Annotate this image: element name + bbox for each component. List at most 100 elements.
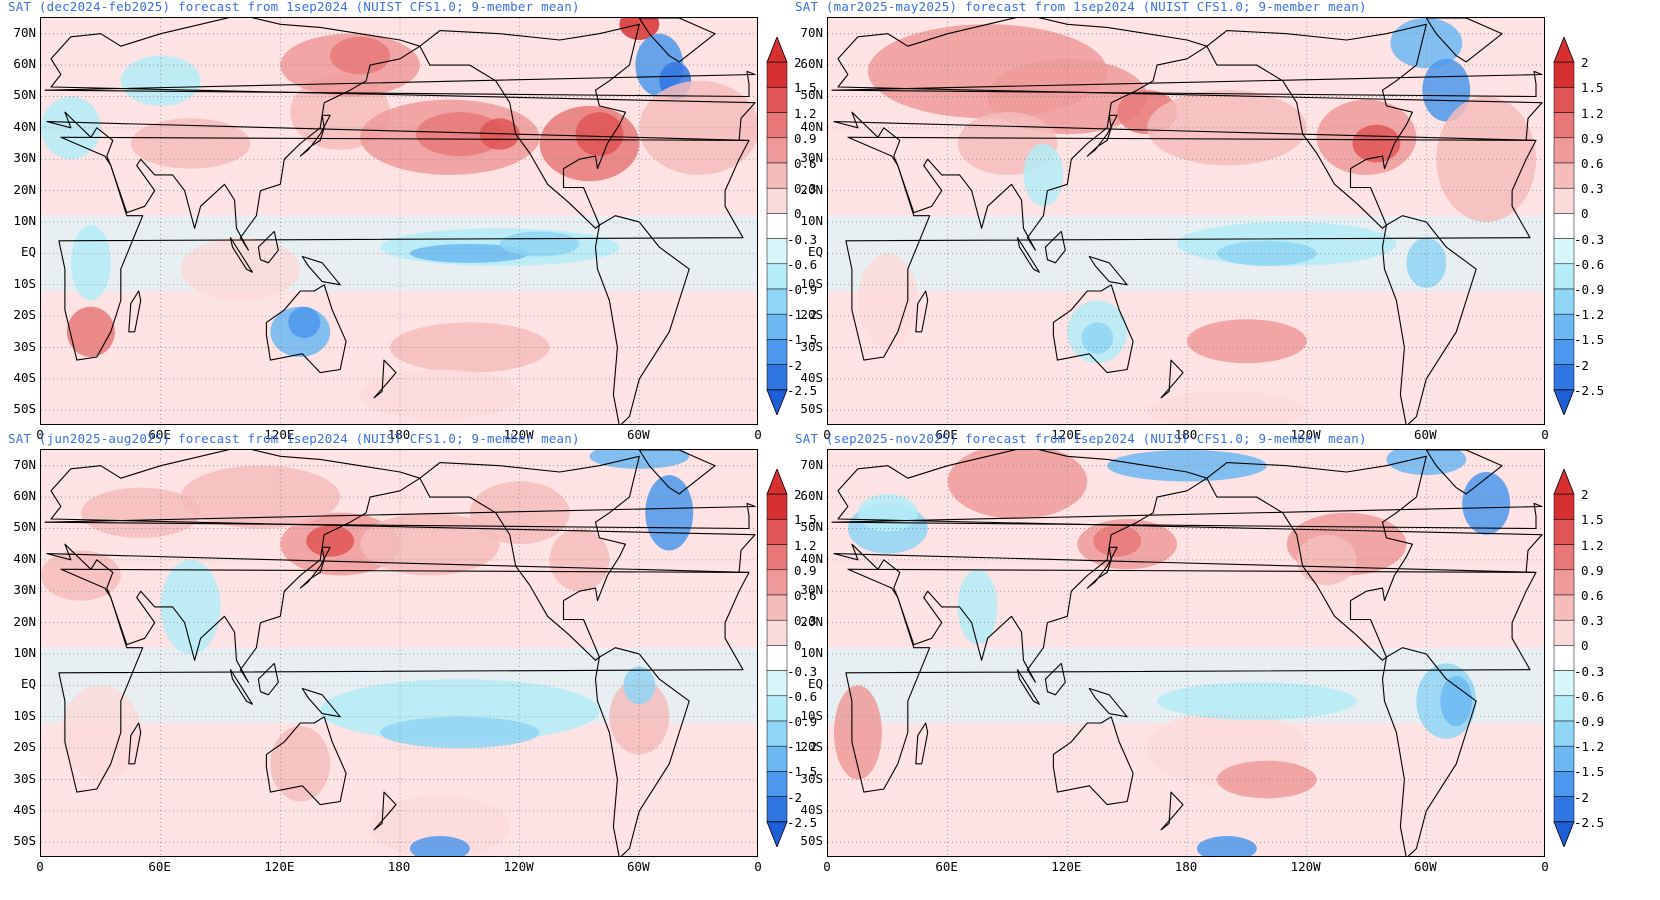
colorbar-label: -1.2 [787,307,818,323]
anomaly-region [833,685,882,780]
colorbar-label: -0.9 [1574,282,1605,297]
anomaly-region [1462,471,1511,535]
colorbar-swatch [766,569,788,596]
colorbar-swatch [766,162,788,189]
anomaly-region [380,716,540,749]
coastline [1160,359,1184,399]
colorbar-label: -0.6 [787,256,818,272]
anomaly-region [120,55,201,106]
anomaly-region [160,559,221,654]
lat-tick-label: 20N [13,613,36,629]
lon-tick-label: 60E [935,859,958,874]
colorbar-label: -1.5 [787,332,818,348]
colorbar-swatch [1553,771,1575,797]
colorbar-swatch [766,519,788,545]
lat-tick-label: 40N [13,550,36,566]
anomaly-region [857,253,918,348]
colorbar-swatch [766,594,788,621]
lon-tick-label: 0 [754,859,762,874]
colorbar-label: 1.5 [794,80,817,96]
lon-tick-label: 60E [148,427,171,442]
lat-tick-label: 60N [800,56,823,72]
colorbar-swatch [1553,137,1575,164]
coastline [831,70,1543,98]
colorbar-swatch [1553,544,1575,571]
lat-tick-label: 50S [800,401,823,417]
anomaly-map [40,17,758,425]
colorbar-label: 0 [1581,206,1589,222]
colorbar-swatch [1553,594,1575,621]
anomaly-region [60,685,141,780]
colorbar-swatch [1553,493,1575,520]
colorbar-label: -0.9 [1574,714,1605,729]
anomaly-region [1023,143,1064,207]
colorbar-swatch [766,288,788,315]
colorbar-label: 2 [794,55,802,71]
lon-tick-label: 120E [264,859,295,874]
lon-tick-label: 180 [1174,859,1198,874]
colorbar-swatch [766,645,788,671]
coastline [58,568,750,793]
lat-tick-label: 10N [13,645,36,660]
lat-tick-label: 30S [13,338,36,354]
anomaly-region [947,450,1088,520]
lat-tick-label: 20S [13,739,36,755]
colorbar-label: 1.5 [794,512,817,528]
colorbar-label: 0.9 [794,562,817,578]
anomaly-region [589,450,690,469]
anomaly-region [70,225,111,301]
colorbar-swatch [1553,720,1575,747]
lat-tick-label: 50N [800,87,823,103]
colorbar-swatch [766,112,788,139]
colorbar-label: 1.5 [1581,512,1604,528]
colorbar-swatch [1553,645,1575,671]
coastline [265,284,347,374]
lat-tick-label: 60N [800,488,823,504]
lon-tick-label: 60W [627,427,650,442]
colorbar-label: -0.3 [787,663,818,679]
lat-tick-label: 70N [13,456,36,472]
colorbar-swatch [766,745,788,772]
anomaly-region [180,237,301,301]
lon-tick-label: 120W [1290,427,1321,442]
lat-tick-label: 50S [800,833,823,849]
colorbar-swatch [1553,238,1575,265]
colorbar-label: -1.5 [787,764,818,780]
colorbar-swatch [1553,313,1575,340]
colorbar-swatch [1553,213,1575,239]
anomaly-region [857,493,918,532]
colorbar-label: -1.2 [787,739,818,755]
coastline [44,502,756,530]
map-canvas [828,18,1544,424]
colorbar-label: -2 [787,789,803,805]
anomaly-region [623,666,656,705]
lon-tick-label: 180 [387,427,411,442]
coastline [1381,215,1477,424]
lat-tick-label: 60N [13,488,36,504]
lat-tick-label: 40S [13,801,36,817]
anomaly-region [180,465,341,529]
colorbar-swatch [766,187,788,214]
anomaly-region [1216,240,1317,266]
anomaly-region [1216,760,1317,799]
colorbar-label: 0.3 [794,181,817,197]
coastline [1016,237,1040,273]
panel-title: SAT (dec2024-feb2025) forecast from 1sep… [8,0,580,14]
anomaly-region [645,475,694,551]
coastline [257,230,279,264]
colorbar-label: -0.3 [1574,663,1605,679]
lat-tick-label: 60N [13,56,36,72]
lat-tick-label: 40S [800,369,823,385]
colorbar-swatch [766,771,788,797]
lat-tick-label: 10N [800,645,823,660]
anomaly-region [409,836,470,856]
colorbar-label: -2.5 [787,382,818,398]
coastline [1044,230,1066,264]
anomaly-region [957,569,998,645]
lat-tick-label: EQ [20,244,36,260]
lat-tick-label: 50S [13,833,36,849]
colorbar-swatch [1553,339,1575,365]
lon-tick-label: 180 [1174,427,1198,442]
coastline [299,114,331,157]
colorbar-label: 0.9 [1581,562,1604,578]
